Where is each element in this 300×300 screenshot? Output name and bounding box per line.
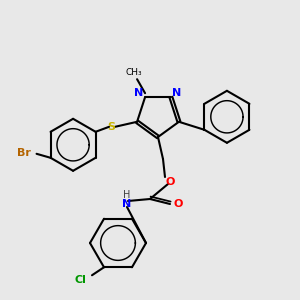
Text: O: O [165, 177, 175, 187]
Text: N: N [122, 199, 132, 209]
Text: Br: Br [16, 148, 31, 158]
Text: S: S [107, 122, 115, 132]
Text: Cl: Cl [74, 275, 86, 285]
Text: N: N [172, 88, 182, 98]
Text: O: O [173, 199, 183, 209]
Text: N: N [134, 88, 144, 98]
Text: H: H [123, 190, 131, 200]
Text: CH₃: CH₃ [126, 68, 142, 77]
